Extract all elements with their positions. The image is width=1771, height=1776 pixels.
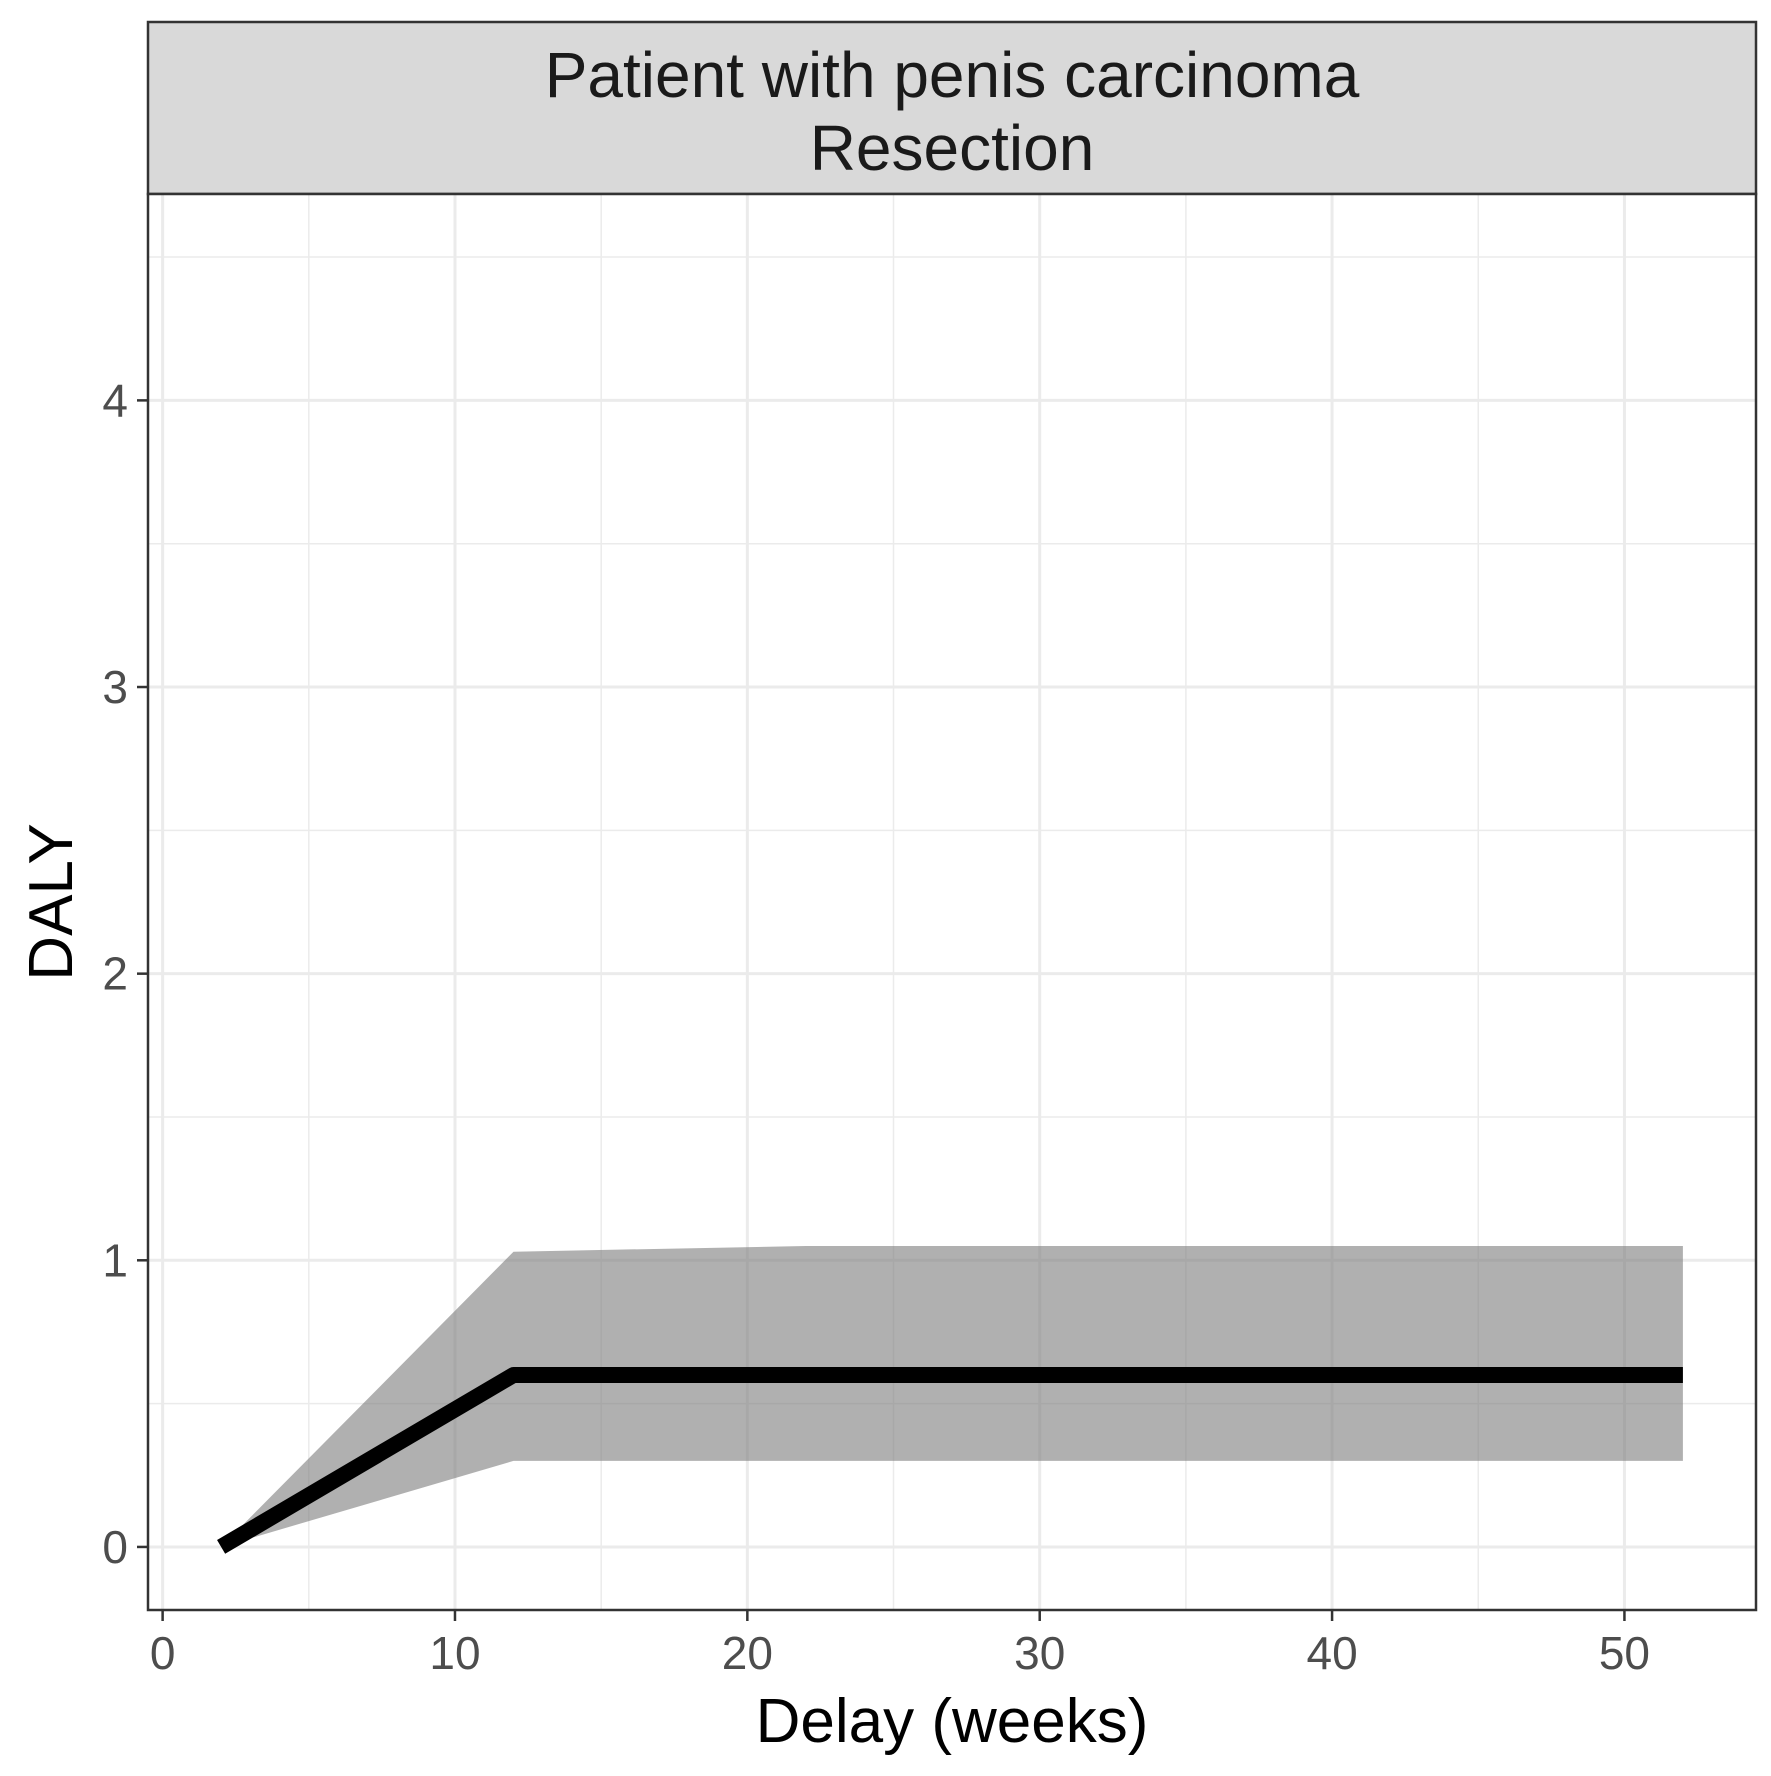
x-tick-label: 10	[429, 1627, 480, 1679]
panel-border	[146, 192, 1758, 1612]
y-tick-label: 3	[102, 661, 128, 713]
x-axis-title: Delay (weeks)	[756, 1687, 1149, 1756]
x-tick-label: 30	[1014, 1627, 1065, 1679]
y-tick-label: 1	[102, 1234, 128, 1286]
x-tick-label: 50	[1599, 1627, 1650, 1679]
y-tick-label: 2	[102, 948, 128, 1000]
y-axis: 0 1 2 3 4	[102, 374, 148, 1573]
x-axis: 0 10 20 30 40 50	[150, 1610, 1650, 1679]
y-tick-label: 4	[102, 374, 128, 426]
y-axis-title: DALY	[17, 823, 86, 980]
facet-title-line-1: Patient with penis carcinoma	[545, 39, 1360, 111]
confidence-ribbon	[221, 1246, 1683, 1547]
confidence-ribbons	[221, 1246, 1683, 1547]
y-tick-label: 0	[102, 1521, 128, 1573]
x-tick-label: 0	[150, 1627, 176, 1679]
facet-title-line-2: Resection	[810, 112, 1095, 184]
x-tick-label: 20	[722, 1627, 773, 1679]
x-tick-label: 40	[1306, 1627, 1357, 1679]
facet-strip	[146, 20, 1758, 196]
series-line	[217, 1367, 1683, 1554]
minor-gridlines	[148, 194, 1756, 1610]
series-lines	[217, 1367, 1683, 1554]
